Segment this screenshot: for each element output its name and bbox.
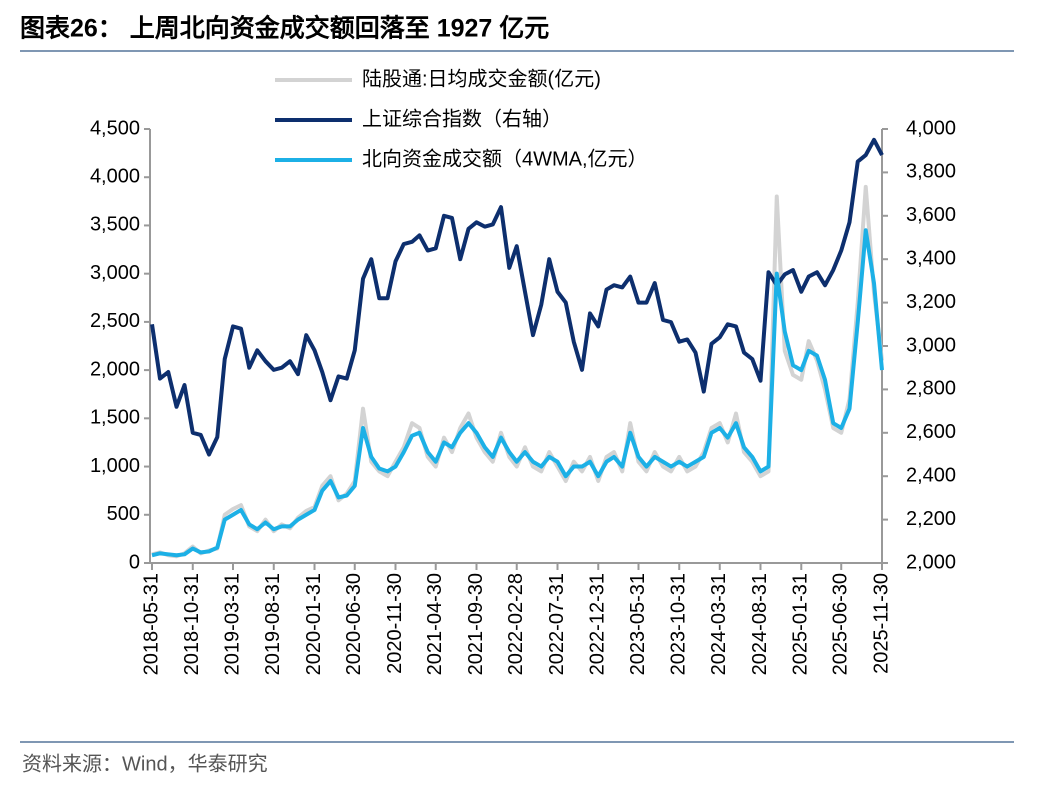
x-tick-label: 2020-01-31 [303,573,325,675]
x-tick-label: 2025-06-30 [830,573,852,675]
x-tick-label: 2022-12-31 [587,573,609,675]
y2-tick-label: 2,000 [906,551,956,573]
y-tick-label: 2,000 [90,358,140,380]
x-tick-label: 2024-03-31 [708,573,730,675]
x-tick-label: 2025-01-31 [790,573,812,675]
x-tick-label: 2025-11-30 [870,573,892,674]
y-tick-label: 3,500 [90,214,140,236]
y2-tick-label: 3,600 [906,204,956,226]
y2-tick-label: 4,000 [906,117,956,139]
x-tick-label: 2018-05-31 [140,573,162,675]
y-tick-label: 2,500 [90,310,140,332]
y2-tick-label: 3,200 [906,291,956,313]
y-tick-label: 1,500 [90,407,140,429]
series-line [150,137,884,457]
x-tick-label: 2022-02-28 [505,573,527,675]
y2-tick-label: 2,600 [906,421,956,443]
y2-tick-label: 2,400 [906,464,956,486]
y-tick-label: 4,500 [90,117,140,139]
source: 资料来源：Wind，华泰研究 [22,752,268,775]
legend-label: 上证综合指数（右轴） [362,107,562,130]
y2-tick-label: 2,200 [906,508,956,530]
x-tick-label: 2022-07-31 [546,573,568,675]
x-tick-label: 2023-10-31 [668,573,690,675]
x-tick-label: 2018-10-31 [181,573,203,675]
x-tick-label: 2020-06-30 [343,573,365,675]
x-tick-label: 2019-08-31 [262,573,284,675]
legend-label: 陆股通:日均成交金额(亿元) [362,67,601,90]
chart-title: 图表26： 上周北向资金成交额回落至 1927 亿元 [20,14,549,43]
x-tick-label: 2020-11-30 [384,573,406,674]
x-tick-label: 2023-05-31 [627,573,649,675]
y2-tick-label: 3,800 [906,161,956,183]
y-tick-label: 0 [129,551,140,573]
y2-tick-label: 3,400 [906,247,956,269]
series-line [151,228,884,558]
y2-tick-label: 3,000 [906,334,956,356]
y-tick-label: 1,000 [90,455,140,477]
y-tick-label: 4,000 [90,166,140,188]
x-tick-label: 2021-09-30 [465,573,487,675]
y-tick-label: 500 [107,503,140,525]
x-tick-label: 2021-04-30 [424,573,446,675]
x-tick-label: 2019-03-31 [221,573,243,675]
x-tick-label: 2024-08-31 [749,573,771,675]
y2-tick-label: 2,800 [906,378,956,400]
legend-label: 北向资金成交额（4WMA,亿元） [362,147,648,170]
y-tick-label: 3,000 [90,262,140,284]
